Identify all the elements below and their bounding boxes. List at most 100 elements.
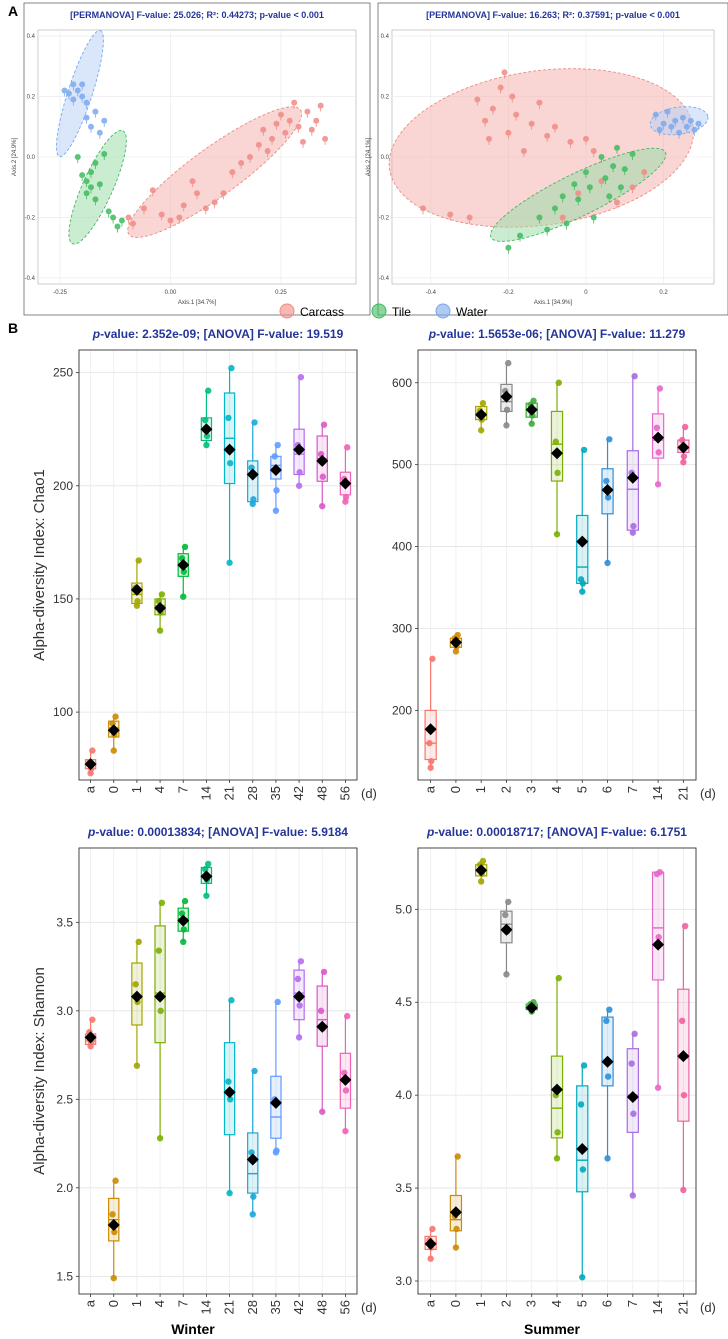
box-data-point (678, 436, 686, 444)
box-mean-diamond (107, 724, 120, 737)
box-data-point (530, 397, 537, 404)
box-data-point (502, 911, 509, 919)
box-data-point (629, 1192, 637, 1199)
box-data-point (477, 427, 485, 434)
box-data-point (319, 502, 326, 510)
box-data-point (295, 1034, 303, 1041)
box-data-point (629, 529, 637, 536)
legend-swatch-tile (371, 303, 387, 319)
box-data-point (604, 494, 612, 501)
pcoa-point-carcass (567, 138, 574, 145)
pcoa-point-carcass (273, 120, 280, 127)
box-data-point (554, 469, 561, 477)
pcoa-point-water (79, 81, 86, 88)
pcoa-point-water (79, 93, 86, 100)
pcoa-point-water (92, 108, 99, 115)
box-data-point (274, 441, 281, 449)
pcoa-point-carcass (308, 126, 315, 133)
legend-label-tile: Tile (392, 305, 411, 319)
box-data-point (631, 1030, 638, 1038)
box-data-point (180, 926, 188, 933)
box-plot-frame (78, 349, 358, 781)
box-data-point (112, 1177, 119, 1184)
box-y-tick-label: 4.0 (395, 1088, 412, 1102)
box-data-point (579, 1166, 587, 1173)
box-data-point (656, 385, 664, 392)
box-data-point (426, 739, 433, 747)
box-data-point (654, 481, 662, 488)
box-data-point (628, 1060, 635, 1067)
pcoa-point-carcass (255, 141, 262, 148)
pcoa-x-tick-label: 0.00 (165, 290, 177, 296)
box-mean-diamond (84, 1031, 97, 1044)
pcoa-point-carcass (176, 214, 183, 221)
box-mean-diamond (551, 1083, 563, 1096)
pcoa-point-carcass (509, 93, 516, 100)
box-x-tick-label: 0 (106, 1300, 121, 1307)
box-data-point (503, 422, 510, 429)
pcoa-point-water (683, 123, 690, 130)
box-data-point (319, 1108, 326, 1115)
pcoa-frame (23, 2, 371, 316)
box-data-point (226, 459, 234, 467)
pcoa-point-tile (598, 154, 605, 160)
pcoa-point-carcass (513, 111, 520, 118)
box-x-tick-label: 3 (524, 786, 539, 793)
box-x-tick-label: 48 (314, 1300, 329, 1314)
box-x-tick-label: 56 (337, 1300, 352, 1314)
box-mean-diamond (293, 443, 306, 456)
box-data-point (603, 477, 610, 485)
pcoa-y-axis-label: Axis.2 [24.9%] (12, 137, 18, 176)
box-y-tick-label: 200 (392, 703, 412, 717)
box-mean-diamond (500, 390, 513, 403)
pcoa-point-carcass (300, 138, 306, 145)
box-x-tick-label: 3 (524, 1300, 539, 1307)
box-x-tick-label: a (423, 785, 438, 793)
box-data-point (344, 444, 351, 451)
pcoa-point-carcass (582, 135, 589, 142)
box-data-point (135, 938, 142, 946)
box-iqr (601, 1016, 614, 1087)
pcoa-point-tile (105, 208, 112, 215)
pcoa-frame (377, 2, 728, 316)
box-y-tick-label: 3.5 (395, 1181, 412, 1195)
box-data-point (132, 981, 139, 988)
box-x-tick-label: 2 (498, 1300, 513, 1307)
pcoa-point-carcass (277, 111, 284, 118)
pcoa-point-tile (621, 166, 628, 173)
box-data-point (681, 423, 689, 431)
box-mean-diamond (200, 870, 213, 883)
pcoa-point-carcass (629, 184, 636, 191)
box-data-point (479, 857, 487, 865)
pcoa-x-tick-label: 0 (584, 290, 588, 296)
box-x-tick-label: 7 (175, 1300, 190, 1307)
box-mean-diamond (269, 463, 282, 476)
pcoa-y-tick-label: -0.2 (379, 215, 390, 221)
box-data-point (297, 958, 305, 965)
box-data-point (680, 453, 688, 460)
pcoa-point-tile (92, 196, 99, 203)
box-data-point (604, 1073, 612, 1080)
legend-swatch-carcass (279, 303, 295, 319)
pcoa-x-axis-label: Axis.1 [34.9%] (534, 300, 573, 306)
box-data-point (226, 1189, 233, 1197)
box-data-point (317, 1007, 325, 1015)
box-data-point (553, 1155, 561, 1162)
pcoa-point-tile (517, 232, 524, 239)
pcoa-point-carcass (141, 205, 147, 212)
panel-a: A [PERMANOVA] F-value: 25.026; R²: 0.442… (8, 2, 728, 319)
pcoa-point-carcass (167, 217, 174, 224)
pcoa-point-water (691, 126, 698, 133)
pcoa-point-tile (92, 160, 99, 167)
box-data-point (680, 1186, 687, 1194)
box-mean-diamond (500, 923, 513, 936)
box-mean-diamond (551, 447, 563, 460)
pcoa-ellipse-tile (68, 129, 127, 245)
box-data-point (273, 1147, 280, 1154)
box-iqr (651, 871, 665, 981)
pcoa-point-carcass (482, 117, 489, 124)
box-data-point (133, 1062, 141, 1069)
pcoa-point-tile (544, 226, 551, 233)
box-x-tick-label: 1 (473, 1300, 488, 1307)
pcoa-point-carcass (304, 108, 311, 115)
